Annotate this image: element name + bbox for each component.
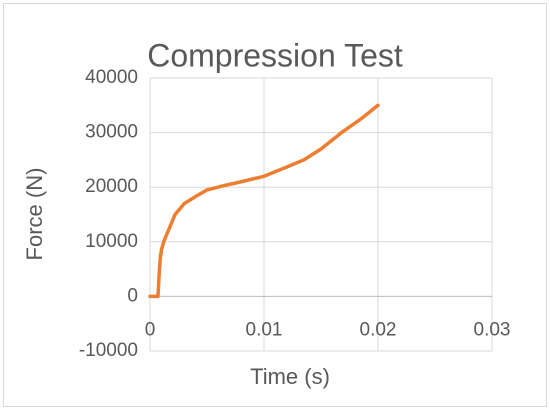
x-axis-label: Time (s) [250,364,330,389]
y-tick-label: 40000 [85,67,138,88]
x-tick-label: 0.01 [246,319,283,340]
y-tick-label: 20000 [85,176,138,197]
chart-border [3,3,547,407]
chart-title: Compression Test [147,37,403,73]
y-tick-label: 10000 [85,231,138,252]
y-tick-label: -10000 [79,340,138,361]
x-tick-label: 0.03 [474,319,511,340]
y-tick-label: 30000 [85,122,138,143]
y-tick-label: 0 [127,285,138,306]
x-tick-label: 0 [145,319,156,340]
x-tick-label: 0.02 [360,319,397,340]
data-line [148,103,380,299]
y-axis-label: Force (N) [22,168,47,261]
